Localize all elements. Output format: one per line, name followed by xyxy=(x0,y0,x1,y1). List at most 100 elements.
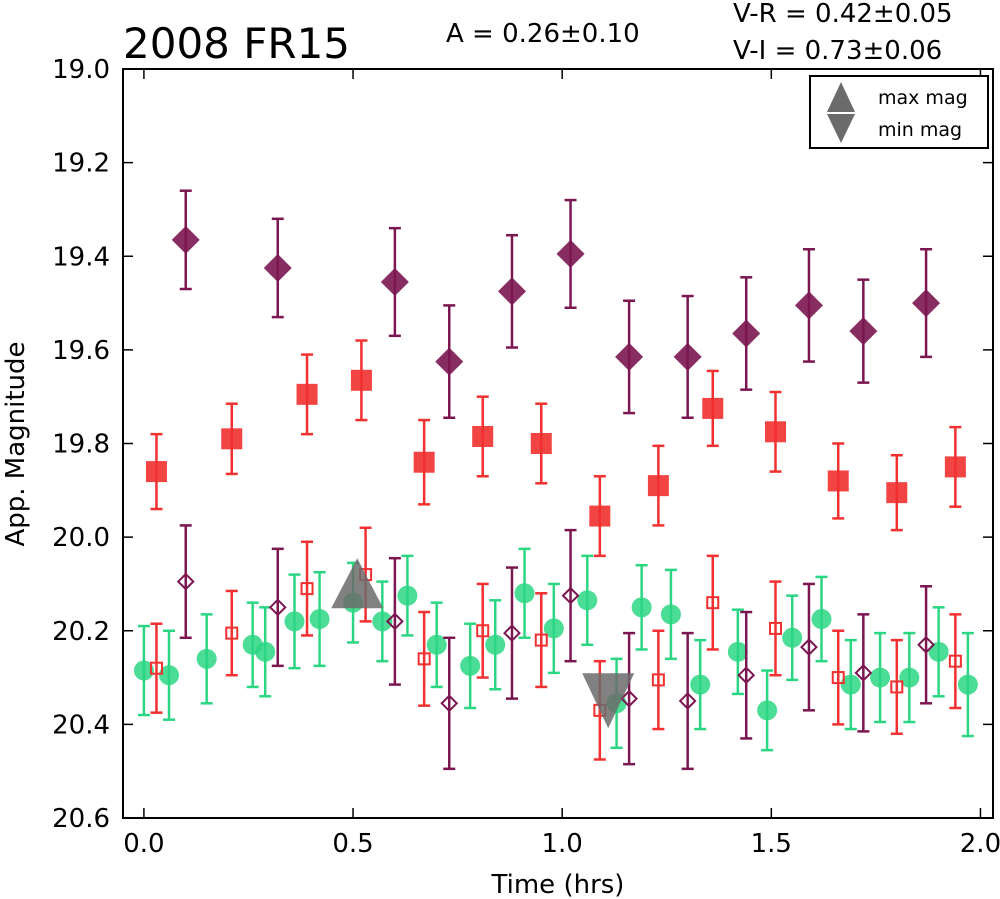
square-point xyxy=(827,470,849,492)
square-point xyxy=(221,428,243,450)
y-axis-label: App. Magnitude xyxy=(1,341,31,546)
diamond-point xyxy=(263,253,292,282)
circle-point xyxy=(631,597,652,618)
x-axis-label: Time (hrs) xyxy=(491,870,625,899)
open-square-point xyxy=(651,673,665,687)
diamond-point xyxy=(732,319,761,348)
legend-min-mag-marker xyxy=(827,114,855,143)
y-tick-label: 19.6 xyxy=(52,336,110,366)
square-point xyxy=(530,433,552,454)
legend-max-mag-label: max mag xyxy=(878,87,968,109)
series-0 xyxy=(171,189,941,420)
open-square-point xyxy=(300,582,314,596)
y-tick-label: 19.0 xyxy=(52,55,110,85)
x-tick-label: 0.0 xyxy=(123,829,164,859)
x-tick-label: 0.5 xyxy=(332,829,373,859)
y-tick-label: 20.6 xyxy=(52,804,110,834)
open-diamond-point xyxy=(917,635,935,654)
open-square-point xyxy=(417,652,431,666)
open-diamond-point xyxy=(176,572,195,591)
open-square-point xyxy=(225,626,239,640)
open-diamond-point xyxy=(268,598,287,617)
diamond-point xyxy=(171,225,200,254)
circle-point xyxy=(840,674,861,695)
circle-point xyxy=(660,604,681,625)
circle-point xyxy=(460,655,481,676)
circle-point xyxy=(485,634,506,655)
v-i-annotation: V-I = 0.73±0.06 xyxy=(733,36,942,66)
max-mag-triangle-point xyxy=(331,558,384,609)
circle-point xyxy=(957,674,978,695)
open-diamond-point xyxy=(854,663,873,682)
circle-point xyxy=(543,618,564,639)
circle-point xyxy=(159,665,180,686)
legend-min-mag-label: min mag xyxy=(878,119,962,141)
open-diamond-point xyxy=(678,692,697,710)
open-diamond-point xyxy=(385,612,404,631)
chart-title: 2008 FR15 xyxy=(123,19,350,68)
series-2 xyxy=(133,547,978,752)
circle-point xyxy=(255,641,276,662)
square-point xyxy=(350,369,372,391)
diamond-point xyxy=(673,342,702,371)
amplitude-annotation: A = 0.26±0.10 xyxy=(446,19,640,49)
y-tick-label: 19.4 xyxy=(52,242,110,272)
square-point xyxy=(145,461,167,483)
circle-point xyxy=(811,609,832,630)
series-3 xyxy=(149,526,962,761)
open-diamond-point xyxy=(440,694,459,713)
y-tick-label: 20.2 xyxy=(52,617,110,647)
square-point xyxy=(472,425,494,447)
diamond-point xyxy=(912,289,941,318)
diamond-point xyxy=(849,317,878,346)
circle-point xyxy=(397,585,418,606)
legend: max mag min mag xyxy=(809,75,989,149)
open-square-point xyxy=(476,624,490,638)
circle-point xyxy=(372,611,393,632)
circle-point xyxy=(757,700,778,721)
open-diamond-point xyxy=(620,689,639,708)
open-square-point xyxy=(890,680,904,694)
circle-point xyxy=(284,611,305,632)
v-r-annotation: V-R = 0.42±0.05 xyxy=(733,0,953,29)
plot-frame xyxy=(122,68,994,819)
diamond-point xyxy=(435,347,464,376)
open-square-point xyxy=(769,621,782,635)
circle-point xyxy=(309,609,330,630)
open-diamond-point xyxy=(800,638,818,657)
series-6 xyxy=(582,673,635,729)
square-point xyxy=(765,421,786,443)
open-square-point xyxy=(534,633,548,647)
square-point xyxy=(886,482,908,504)
diamond-point xyxy=(556,239,585,268)
open-square-point xyxy=(706,596,720,610)
circle-point xyxy=(782,627,803,648)
y-tick-label: 20.4 xyxy=(52,710,110,740)
open-square-point xyxy=(948,654,962,668)
square-point xyxy=(296,383,318,405)
min-mag-triangle-point xyxy=(582,673,635,729)
circle-point xyxy=(577,590,598,611)
circle-point xyxy=(426,634,447,655)
diamond-point xyxy=(615,342,644,371)
open-square-point xyxy=(831,671,845,685)
circle-point xyxy=(928,641,949,662)
open-square-point xyxy=(149,661,163,675)
circle-point xyxy=(133,660,154,681)
square-point xyxy=(647,475,669,497)
diamond-point xyxy=(794,291,823,320)
diamond-point xyxy=(497,277,526,306)
x-tick-label: 2.0 xyxy=(960,829,1000,859)
data-marks xyxy=(133,189,978,771)
y-tick-label: 19.2 xyxy=(52,149,110,179)
circle-point xyxy=(514,583,535,604)
series-1 xyxy=(145,339,966,558)
axes: 0.0 0.5 1.0 1.5 2.0 19.0 19.2 19.4 19.6 19.8 20.0 2… xyxy=(52,55,1000,859)
y-tick-label: 19.8 xyxy=(52,430,110,460)
square-point xyxy=(589,505,611,527)
square-point xyxy=(702,397,724,419)
series-5 xyxy=(331,558,384,609)
x-tick-label: 1.5 xyxy=(751,829,792,859)
y-tick-label: 20.0 xyxy=(52,523,110,553)
